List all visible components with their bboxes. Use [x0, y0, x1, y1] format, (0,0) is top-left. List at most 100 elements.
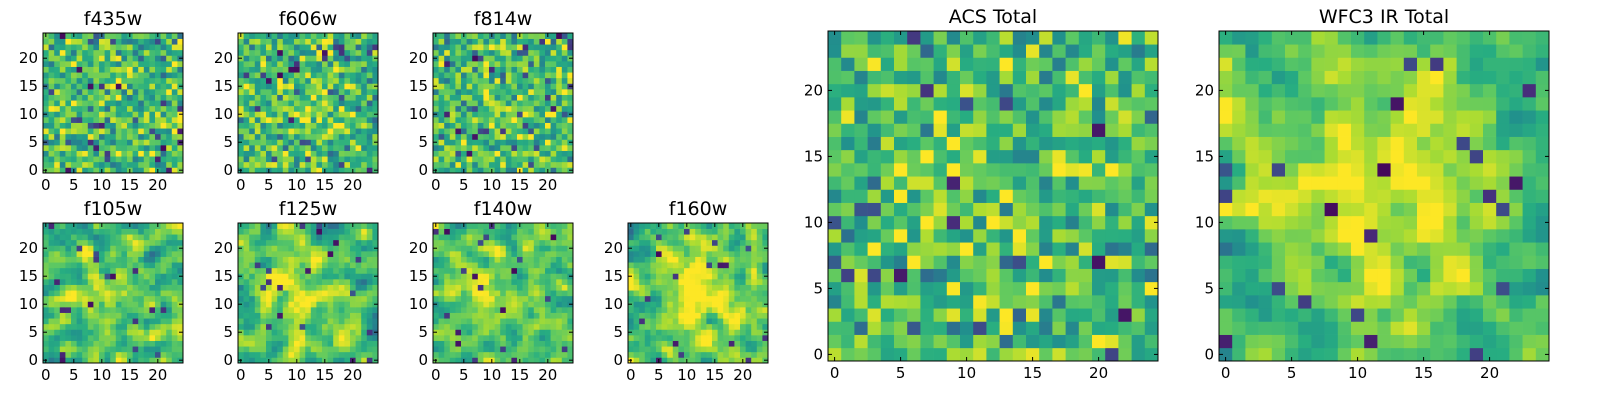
heatmap-cell — [93, 234, 100, 241]
heatmap-cell — [712, 256, 718, 263]
heatmap-cell — [305, 251, 312, 257]
heatmap-cell — [87, 133, 94, 140]
heatmap-cell — [366, 111, 373, 118]
heatmap-cell — [723, 351, 730, 358]
heatmap-cell — [333, 245, 340, 252]
heatmap-cell — [350, 346, 356, 353]
heatmap-cell — [545, 122, 551, 129]
heatmap-cell — [533, 234, 540, 241]
heatmap-cell — [65, 267, 72, 274]
heatmap-cell — [511, 346, 518, 353]
heatmap-cell — [71, 307, 77, 313]
heatmap-cell — [500, 262, 507, 269]
heatmap-cell — [667, 284, 674, 291]
heatmap-cell — [556, 223, 563, 229]
heatmap-cell — [327, 44, 334, 51]
heatmap-cell — [522, 323, 529, 330]
heatmap-cell — [82, 72, 89, 79]
heatmap-cell — [327, 239, 334, 246]
heatmap-cell — [449, 318, 456, 325]
heatmap-cell — [461, 150, 467, 157]
heatmap-cell — [166, 139, 173, 146]
heatmap-cell — [740, 251, 746, 257]
heatmap-cell — [110, 128, 117, 135]
heatmap-cell — [243, 335, 250, 341]
heatmap-cell — [127, 251, 133, 257]
heatmap-cell — [656, 262, 662, 269]
heatmap-cell — [54, 290, 61, 297]
heatmap-cell — [494, 122, 501, 129]
heatmap-cell — [656, 256, 662, 263]
heatmap-cell — [472, 228, 479, 235]
heatmap-cell — [155, 256, 161, 263]
heatmap-cell — [728, 256, 735, 263]
heatmap-cell — [299, 38, 306, 45]
heatmap-cell — [338, 100, 345, 107]
heatmap-cell — [366, 49, 373, 56]
heatmap-cell — [483, 89, 490, 95]
heatmap-cell — [350, 145, 356, 151]
heatmap-cell — [372, 340, 379, 347]
heatmap-cell — [556, 256, 563, 263]
heatmap-cell — [533, 161, 540, 168]
heatmap-cell — [344, 156, 351, 163]
heatmap-cell — [477, 61, 484, 67]
heatmap-cell — [99, 346, 105, 353]
heatmap-cell — [973, 229, 987, 243]
heatmap-cell — [121, 329, 128, 336]
heatmap-cell — [82, 111, 89, 118]
heatmap-cell — [254, 167, 261, 174]
heatmap-cell — [483, 161, 490, 168]
heatmap-cell — [545, 49, 551, 56]
heatmap-cell — [355, 89, 362, 95]
heatmap-cell — [650, 267, 657, 274]
heatmap-cell — [533, 61, 540, 67]
heatmap-cell — [316, 357, 323, 364]
heatmap-cell — [1144, 268, 1159, 283]
heatmap-cell — [149, 251, 156, 257]
heatmap-cell — [282, 284, 289, 291]
heatmap-cell — [338, 295, 345, 302]
heatmap-cell — [71, 318, 77, 325]
heatmap-cell — [71, 77, 77, 84]
heatmap-cell — [366, 273, 373, 280]
heatmap-cell — [1065, 189, 1080, 203]
heatmap-cell — [483, 262, 490, 269]
heatmap-cell — [243, 156, 250, 163]
heatmap-cell — [82, 256, 89, 263]
heatmap-cell — [528, 307, 535, 313]
heatmap-cell — [550, 346, 557, 353]
heatmap-cell — [48, 77, 55, 84]
heatmap-cell — [82, 351, 89, 358]
heatmap-cell — [656, 245, 662, 252]
heatmap-cell — [1144, 242, 1159, 256]
heatmap-cell — [138, 228, 145, 235]
heatmap-cell — [500, 290, 507, 297]
heatmap-cell — [65, 128, 72, 135]
heatmap-cell — [249, 77, 256, 84]
heatmap-cell — [82, 312, 89, 319]
heatmap-cell — [121, 223, 128, 229]
heatmap-cell — [316, 340, 323, 347]
heatmap-cell — [960, 281, 974, 296]
heatmap-cell — [1144, 255, 1159, 269]
heatmap-cell — [561, 307, 568, 313]
heatmap-cell — [110, 279, 117, 285]
heatmap-cell — [177, 33, 184, 39]
heatmap-cell — [639, 307, 646, 313]
heatmap-cell — [500, 145, 507, 151]
heatmap-cell — [745, 335, 752, 341]
heatmap-cell — [282, 223, 289, 229]
heatmap-cell — [946, 308, 961, 322]
heatmap-cell — [455, 55, 462, 62]
heatmap-cell — [511, 156, 518, 163]
heatmap-cell — [115, 318, 122, 325]
heatmap-cell — [155, 55, 161, 62]
heatmap-cell — [438, 307, 445, 313]
heatmap-cell — [166, 262, 173, 269]
heatmap-cell — [277, 335, 284, 341]
heatmap-cell — [294, 335, 300, 341]
heatmap-cell — [533, 156, 540, 163]
heatmap-cell — [138, 290, 145, 297]
